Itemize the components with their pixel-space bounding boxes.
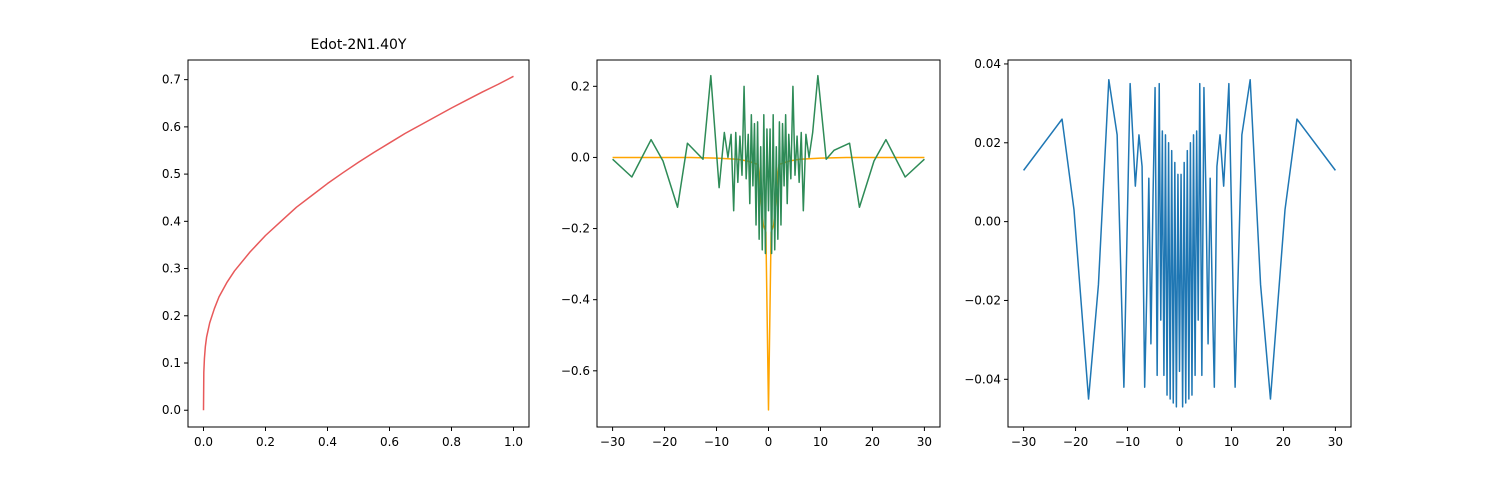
- y-tick-label: 0.00: [974, 215, 1001, 229]
- chart-panel-2: −30 −20 −10 0 10 20 30 −0.6 −0.4 −0.2 0.0 0.2: [561, 59, 941, 449]
- y-tick-label: 0.1: [162, 356, 181, 370]
- series-line-2-2: [612, 74, 925, 255]
- y-tick-label: −0.4: [561, 293, 590, 307]
- y-tick-label: 0.5: [162, 167, 181, 181]
- x-tick-label: −30: [600, 435, 625, 449]
- x-tick-label: 20: [1276, 435, 1291, 449]
- chart-title: Edot-2N1.40Y: [311, 37, 407, 53]
- y-tick-label: −0.02: [964, 293, 1001, 307]
- x-tick-label: 0: [765, 435, 773, 449]
- x-tick-label: 0.8: [442, 435, 461, 449]
- y-tick-label: 0.2: [162, 309, 181, 323]
- chart-panel-3: −30 −20 −10 0 10 20 30 −0.04 −0.02 0.00 0.02 0.04: [964, 57, 1352, 449]
- y-tick-label: 0.0: [162, 403, 181, 417]
- y-tick-label: 0.7: [162, 73, 181, 87]
- x-tick-label: 30: [917, 435, 932, 449]
- y-tick-label: 0.6: [162, 120, 181, 134]
- y-tick-label: −0.2: [561, 222, 590, 236]
- x-tick-label: −20: [1063, 435, 1088, 449]
- x-tick-label: −10: [1115, 435, 1140, 449]
- axes-frame-1: [187, 59, 530, 428]
- y-tick-label: 0.04: [974, 57, 1001, 71]
- x-tick-label: 20: [865, 435, 880, 449]
- y-tick-label: 0.2: [571, 79, 590, 93]
- y-tick-label: 0.02: [974, 136, 1001, 150]
- y-tick-label: 0.3: [162, 262, 181, 276]
- y-tick-label: −0.04: [964, 372, 1001, 386]
- x-tick-label: −10: [704, 435, 729, 449]
- series-line-1-1: [202, 75, 514, 411]
- x-tick-label: 30: [1328, 435, 1343, 449]
- x-tick-label: 0.2: [256, 435, 275, 449]
- x-tick-label: −20: [652, 435, 677, 449]
- series-line-2-1: [612, 156, 925, 411]
- x-tick-label: 0.6: [380, 435, 399, 449]
- series-line-3-1: [1022, 78, 1337, 408]
- chart-panel-1: 0.0 0.2 0.4 0.6 0.8 1.0 0.0 0.1 0.2 0.3 0.4 0.5 0.6 0…: [162, 37, 530, 449]
- x-tick-label: −30: [1011, 435, 1036, 449]
- x-tick-label: 0.4: [318, 435, 337, 449]
- x-tick-label: 0.0: [194, 435, 213, 449]
- x-tick-label: 1.0: [504, 435, 523, 449]
- x-tick-label: 0: [1176, 435, 1184, 449]
- y-tick-label: −0.6: [561, 364, 590, 378]
- x-tick-label: 10: [1224, 435, 1239, 449]
- panels-layer: 0.0 0.2 0.4 0.6 0.8 1.0 0.0 0.1 0.2 0.3 0.4 0.5 0.6 0…: [162, 37, 1352, 449]
- x-tick-label: 10: [813, 435, 828, 449]
- y-tick-label: 0.4: [162, 214, 181, 228]
- y-tick-label: 0.0: [571, 150, 590, 164]
